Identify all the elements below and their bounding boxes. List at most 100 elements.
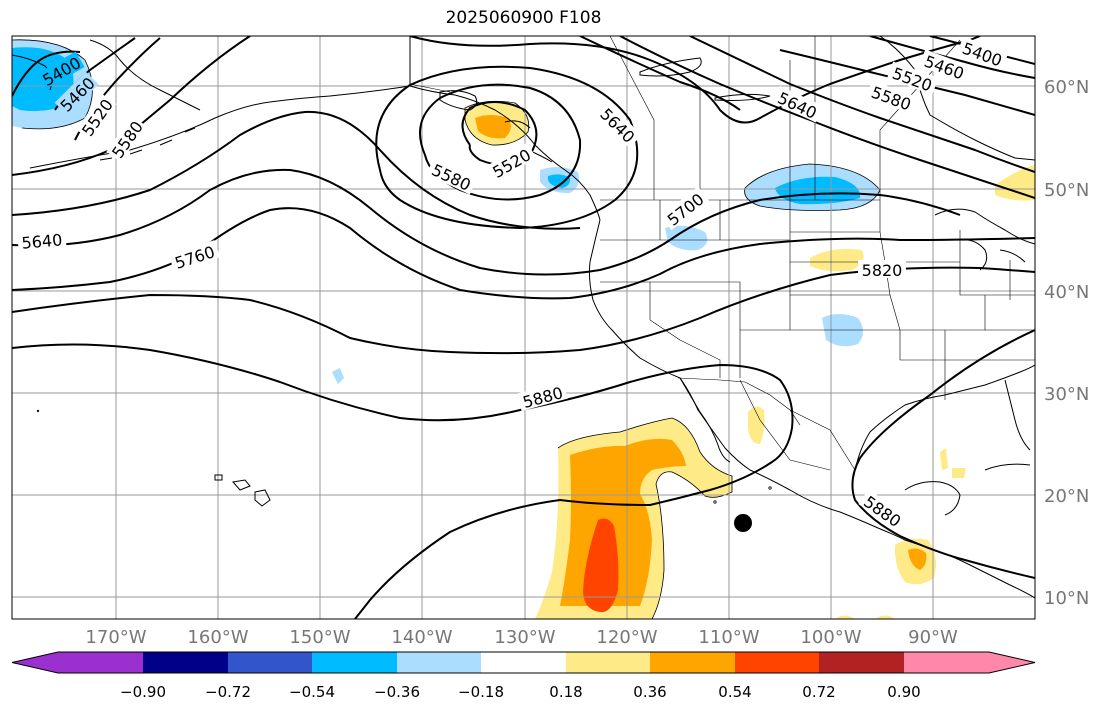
lon-label: 170°W (85, 627, 146, 648)
colorbar-tick: −0.72 (205, 683, 251, 701)
hawaii-3 (254, 489, 271, 507)
neg-anomaly-bc-coast-core (548, 174, 571, 188)
colorbar: −0.90 −0.72 −0.54 −0.36 −0.18 0.18 0.36 … (11, 651, 1036, 701)
island-dot (36, 409, 40, 413)
hawaii-1 (214, 474, 223, 481)
pos-anomaly-great-lakes (995, 165, 1035, 201)
neg-anomaly-idaho (665, 225, 708, 251)
outline-epac (557, 417, 733, 619)
contour-5880-east (851, 329, 1035, 579)
colorbar-tick: 0.18 (549, 683, 582, 701)
contour-5400-west (12, 50, 81, 97)
colorbar-segment (397, 652, 481, 673)
baja-california (679, 377, 731, 463)
contour-5820 (12, 266, 1035, 355)
contour-low-3 (375, 65, 639, 230)
contour-northeast-5 (579, 36, 741, 111)
canada-provinces (609, 36, 961, 200)
lat-label: 50°N (1044, 180, 1089, 201)
pacific-dots (36, 409, 772, 504)
lon-label: 90°W (908, 627, 958, 648)
mexico-states (739, 379, 856, 471)
contour-northeast-3 (689, 36, 1035, 173)
colorbar-segment (143, 652, 228, 673)
pos-anomaly-nebraska (810, 249, 864, 272)
contour-label: 5580 (429, 160, 474, 194)
colorbar-segment (735, 652, 819, 673)
pos-anomaly-alaska-core (475, 115, 511, 139)
contour-northeast-4 (619, 36, 1035, 199)
colorbar-tick: 0.36 (633, 683, 666, 701)
lat-label: 60°N (1044, 77, 1089, 98)
colorbar-tick: −0.90 (120, 683, 166, 701)
aleutians (99, 127, 196, 161)
colorbar-outline (11, 651, 1036, 674)
arctic-islands (639, 57, 771, 101)
contour-label: 5760 (173, 242, 218, 273)
lon-label: 160°W (187, 627, 248, 648)
lon-label: 150°W (289, 627, 350, 648)
lat-label: 40°N (1044, 282, 1089, 303)
yucatan (904, 481, 961, 516)
colorbar-tick-labels: −0.90 −0.72 −0.54 −0.36 −0.18 0.18 0.36 … (120, 683, 921, 701)
longitude-labels: 170°W 160°W 150°W 140°W 130°W 120°W 110°… (85, 627, 958, 648)
colorbar-segment (481, 652, 566, 673)
contour-label: 5820 (862, 261, 903, 280)
colorbar-tick: 0.72 (802, 683, 835, 701)
contour-5700-west (12, 168, 961, 276)
florida (1004, 379, 1031, 451)
colorbar-tick: −0.36 (374, 683, 420, 701)
map-frame (11, 35, 1036, 620)
alaska-canada-border (409, 36, 451, 93)
pos-anomaly-epac-mid (560, 438, 686, 606)
colorbar-segments (11, 651, 1036, 674)
latitude-labels: 60°N 50°N 40°N 30°N 20°N 10°N (1044, 77, 1089, 609)
lat-label: 30°N (1044, 384, 1089, 405)
colorbar-tick: −0.54 (289, 683, 335, 701)
pos-anomaly-yucatan (940, 448, 966, 478)
colorbar-tick: 0.90 (887, 683, 920, 701)
lon-label: 130°W (494, 627, 555, 648)
us-states-east (890, 230, 1035, 361)
contour-northeast-1 (869, 36, 1035, 79)
us-mexico-border (677, 377, 801, 426)
island-dot (713, 500, 717, 504)
lon-label: 100°W (800, 627, 861, 648)
neg-anomaly-dakotas-core (775, 176, 861, 205)
outline-dakotas (744, 163, 881, 211)
lat-label: 10°N (1044, 588, 1089, 609)
colorbar-tick: −0.18 (458, 683, 504, 701)
lon-label: 110°W (698, 627, 759, 648)
contour-label: 5520 (489, 145, 534, 182)
contour-label: 5640 (21, 230, 63, 252)
lon-label: 140°W (391, 627, 452, 648)
lat-label: 20°N (1044, 486, 1089, 507)
colorbar-segment (904, 652, 989, 673)
colorbar-segment (58, 652, 143, 673)
contour-5880 (12, 343, 794, 619)
us-states-west (600, 200, 791, 378)
pos-anomaly-epac-core (583, 518, 619, 613)
storm-position-marker (734, 514, 752, 532)
colorbar-segment (650, 652, 735, 673)
pos-anomaly-south-edge (835, 615, 895, 619)
anomaly-fill (12, 39, 1035, 619)
colorbar-tick: 0.54 (718, 683, 751, 701)
political-borders (409, 36, 1035, 471)
colorbar-segment (312, 652, 397, 673)
contour-5640-west (12, 110, 581, 230)
colorbar-segment (566, 652, 650, 673)
colorbar-extension-low (12, 652, 58, 673)
island-dot (768, 486, 772, 490)
contour-label: 5880 (521, 383, 565, 412)
contour-low-1 (461, 101, 538, 166)
pos-anomaly-central-america-core (908, 548, 927, 570)
neg-anomaly-pacific-small (332, 368, 344, 384)
alaska-coast (29, 36, 411, 169)
lon-label: 120°W (596, 627, 657, 648)
hawaii-2 (232, 479, 251, 491)
colorbar-segment (228, 652, 312, 673)
contour-5760-west (12, 207, 1035, 300)
us-states-central (790, 200, 946, 400)
